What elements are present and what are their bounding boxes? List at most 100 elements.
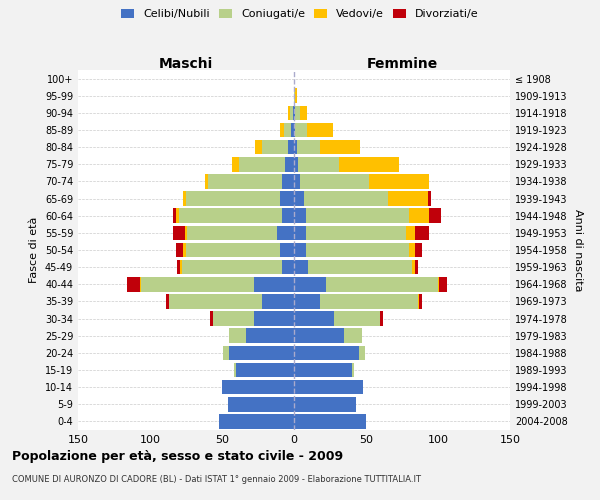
Bar [219, 414, 294, 428]
Bar [294, 122, 295, 138]
Bar [229, 346, 294, 360]
Bar [380, 312, 383, 326]
Bar [183, 242, 186, 258]
Bar [438, 277, 439, 291]
Bar [185, 226, 187, 240]
Y-axis label: Anni di nascita: Anni di nascita [573, 209, 583, 291]
Bar [300, 106, 307, 120]
Bar [308, 260, 412, 274]
Bar [140, 277, 142, 291]
Bar [294, 106, 295, 120]
Text: Popolazione per età, sesso e stato civile - 2009: Popolazione per età, sesso e stato civil… [12, 450, 343, 463]
Bar [255, 140, 262, 154]
Bar [419, 294, 422, 308]
Bar [418, 294, 419, 308]
Bar [388, 192, 428, 206]
Bar [233, 362, 236, 378]
Text: Maschi: Maschi [159, 57, 213, 71]
Text: Femmine: Femmine [367, 57, 437, 71]
Bar [180, 260, 182, 274]
Bar [369, 174, 430, 188]
Y-axis label: Fasce di età: Fasce di età [29, 217, 39, 283]
Bar [182, 260, 283, 274]
Bar [297, 140, 320, 154]
Bar [294, 312, 334, 326]
Bar [430, 208, 441, 223]
Bar [286, 157, 294, 172]
Bar [176, 242, 183, 258]
Bar [294, 88, 295, 103]
Bar [295, 106, 300, 120]
Bar [304, 192, 388, 206]
Bar [428, 192, 431, 206]
Bar [294, 346, 359, 360]
Bar [262, 294, 294, 308]
Bar [187, 226, 277, 240]
Bar [222, 380, 294, 394]
Bar [186, 242, 280, 258]
Bar [294, 208, 305, 223]
Bar [239, 157, 286, 172]
Bar [291, 122, 294, 138]
Text: COMUNE DI AURONZO DI CADORE (BL) - Dati ISTAT 1° gennaio 2009 - Elaborazione TUT: COMUNE DI AURONZO DI CADORE (BL) - Dati … [12, 475, 421, 484]
Bar [294, 140, 297, 154]
Bar [280, 122, 284, 138]
Bar [326, 277, 438, 291]
Bar [280, 192, 294, 206]
Bar [254, 312, 294, 326]
Bar [409, 208, 430, 223]
Bar [305, 226, 406, 240]
Legend: Celibi/Nubili, Coniugati/e, Vedovi/e, Divorziati/e: Celibi/Nubili, Coniugati/e, Vedovi/e, Di… [118, 6, 482, 22]
Bar [228, 397, 294, 411]
Bar [280, 242, 294, 258]
Bar [294, 157, 298, 172]
Bar [283, 260, 294, 274]
Bar [277, 226, 294, 240]
Bar [232, 157, 239, 172]
Bar [178, 260, 180, 274]
Bar [208, 174, 283, 188]
Bar [439, 277, 446, 291]
Bar [173, 208, 176, 223]
Bar [183, 192, 186, 206]
Bar [415, 242, 422, 258]
Bar [169, 294, 262, 308]
Bar [176, 208, 179, 223]
Bar [294, 174, 300, 188]
Bar [283, 174, 294, 188]
Bar [338, 157, 399, 172]
Bar [406, 226, 415, 240]
Bar [173, 226, 185, 240]
Bar [294, 192, 304, 206]
Bar [127, 277, 140, 291]
Bar [179, 208, 283, 223]
Bar [288, 140, 294, 154]
Bar [412, 260, 415, 274]
Bar [415, 226, 430, 240]
Bar [415, 260, 418, 274]
Bar [290, 106, 293, 120]
Bar [284, 122, 291, 138]
Bar [186, 192, 280, 206]
Bar [307, 122, 333, 138]
Bar [223, 346, 229, 360]
Bar [294, 277, 326, 291]
Bar [205, 174, 208, 188]
Bar [247, 328, 294, 343]
Bar [294, 380, 363, 394]
Bar [294, 260, 308, 274]
Bar [293, 106, 294, 120]
Bar [283, 208, 294, 223]
Bar [305, 242, 409, 258]
Bar [142, 277, 254, 291]
Bar [166, 294, 169, 308]
Bar [262, 140, 288, 154]
Bar [294, 397, 356, 411]
Bar [334, 312, 380, 326]
Bar [344, 328, 362, 343]
Bar [211, 312, 214, 326]
Bar [288, 106, 290, 120]
Bar [294, 226, 305, 240]
Bar [409, 242, 415, 258]
Bar [229, 328, 247, 343]
